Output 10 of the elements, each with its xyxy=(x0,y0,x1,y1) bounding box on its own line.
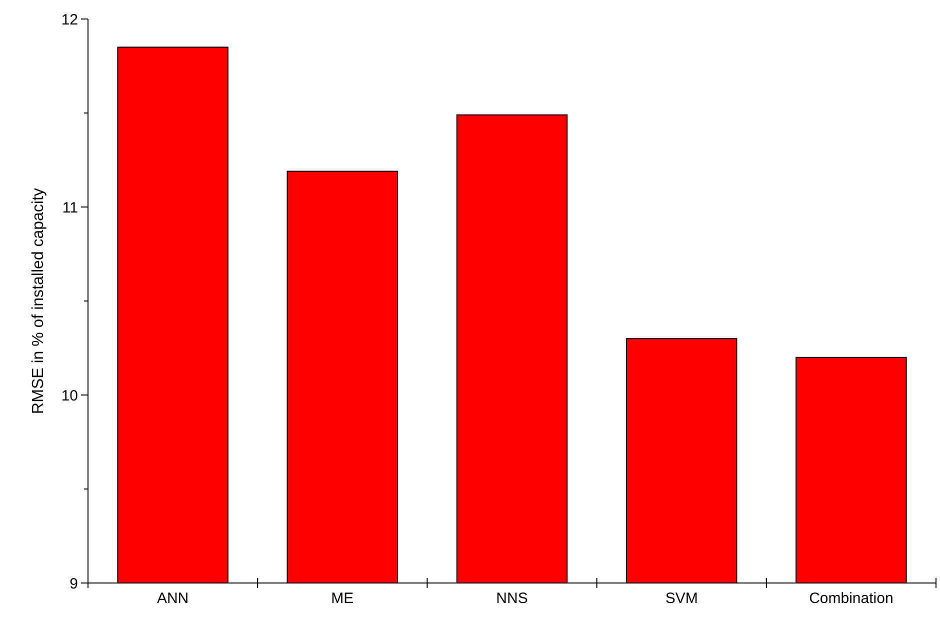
x-tick-label: SVM xyxy=(665,590,698,607)
y-tick-label: 11 xyxy=(62,199,78,216)
y-tick-label: 12 xyxy=(61,11,78,28)
y-tick-label: 10 xyxy=(61,387,78,404)
y-tick-label: 9 xyxy=(70,575,78,592)
y-axis-title: RMSE in % of installed capacity xyxy=(30,188,47,414)
x-tick-label: NNS xyxy=(496,590,528,607)
x-tick-label: ME xyxy=(331,590,354,607)
x-tick-label: ANN xyxy=(156,590,189,607)
x-tick-label: Combination xyxy=(809,590,894,607)
